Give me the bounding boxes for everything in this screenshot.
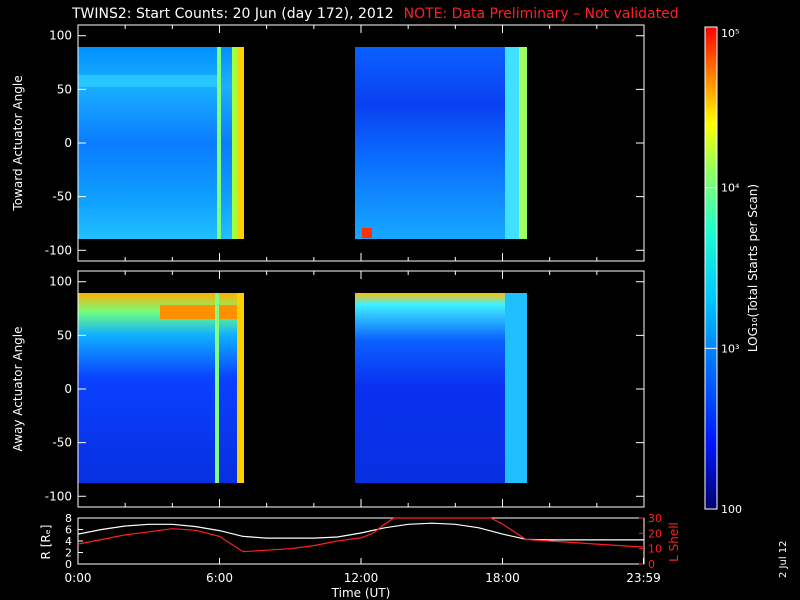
right-tick-label: 0 xyxy=(648,558,655,571)
away-heatmap xyxy=(78,293,527,483)
figure-title: TWINS2: Start Counts: 20 Jun (day 172), … xyxy=(72,6,394,22)
away-edge-1a xyxy=(215,293,219,483)
away-high-band xyxy=(160,305,244,319)
orbit-right-axis: 0 10 20 30 xyxy=(639,512,662,571)
colorbar-tick-label: 10³ xyxy=(721,342,739,355)
toward-red-spot xyxy=(362,228,372,238)
toward-edge-1c xyxy=(237,47,244,239)
right-tick-label: 20 xyxy=(648,527,662,540)
colorbar-tick-label: 10⁵ xyxy=(721,27,739,40)
colorbar: 10⁵ 10⁴ 10³ 100 LOG₁₀(Total Starts per Scan… xyxy=(704,26,760,516)
orbit-series xyxy=(77,517,645,553)
x-tick-label: 6:00 xyxy=(206,571,233,585)
y-tick-label: 100 xyxy=(49,275,72,289)
orbit-right-label: L Shell xyxy=(667,522,681,562)
y-tick-label: -50 xyxy=(52,436,72,450)
toward-edge-2a xyxy=(505,47,519,239)
away-segment-2 xyxy=(355,293,527,483)
right-tick-label: 30 xyxy=(648,512,662,525)
away-edge-2 xyxy=(505,293,527,483)
colorbar-tick-label: 100 xyxy=(721,503,742,516)
toward-edge-1b xyxy=(232,47,237,239)
y-tick-label: 100 xyxy=(49,29,72,43)
toward-panel: 100 50 0 -50 -100 Toward Actuator Angle xyxy=(11,24,645,262)
left-tick-label: 6 xyxy=(65,524,72,537)
away-y-axis: 100 50 0 -50 -100 xyxy=(45,271,645,507)
y-tick-label: 50 xyxy=(57,328,72,342)
away-y-label: Away Actuator Angle xyxy=(11,326,25,451)
orbit-left-label: R [Rₑ] xyxy=(39,525,53,560)
y-tick-label: -100 xyxy=(45,243,72,257)
y-tick-label: 0 xyxy=(64,382,72,396)
colorbar-ticks: 10⁵ 10⁴ 10³ 100 xyxy=(705,26,742,516)
y-tick-label: 50 xyxy=(57,82,72,96)
l-shell-line xyxy=(77,517,645,553)
toward-band xyxy=(78,75,218,87)
y-tick-label: 0 xyxy=(64,136,72,150)
colorbar-ramp xyxy=(705,27,717,509)
y-tick-label: -50 xyxy=(52,190,72,204)
away-segment-1 xyxy=(78,293,244,483)
toward-heatmap xyxy=(78,47,527,239)
x-tick-label: 23:59 xyxy=(626,571,661,585)
toward-edge-1a xyxy=(217,47,221,239)
left-tick-label: 0 xyxy=(65,558,72,571)
left-tick-label: 2 xyxy=(65,547,72,560)
preliminary-note: NOTE: Data Preliminary – Not validated xyxy=(403,6,679,22)
x-axis-label: Time (UT) xyxy=(331,586,391,600)
x-tick-label: 12:00 xyxy=(344,571,379,585)
toward-y-axis: 100 50 0 -50 -100 xyxy=(45,25,645,261)
y-tick-label: -100 xyxy=(45,489,72,503)
left-tick-label: 4 xyxy=(65,535,72,548)
colorbar-tick-label: 10⁴ xyxy=(721,182,740,195)
toward-segment-2 xyxy=(355,47,527,239)
away-panel: 100 50 0 -50 -100 Away Actuator Angle xyxy=(11,270,645,508)
toward-y-label: Toward Actuator Angle xyxy=(11,75,25,211)
right-tick-label: 10 xyxy=(648,543,662,556)
orbit-x-axis: 0:00 6:00 12:00 18:00 23:59 xyxy=(65,558,661,585)
x-tick-label: 18:00 xyxy=(485,571,520,585)
left-tick-label: 8 xyxy=(65,512,72,525)
figure-title-row: TWINS2: Start Counts: 20 Jun (day 172), … xyxy=(72,4,679,24)
colorbar-label: LOG₁₀(Total Starts per Scan) xyxy=(746,184,760,352)
r-distance-line xyxy=(77,522,644,541)
toward-edge-2b xyxy=(519,47,527,239)
away-edge-1b xyxy=(237,293,244,483)
x-tick-label: 0:00 xyxy=(65,571,92,585)
